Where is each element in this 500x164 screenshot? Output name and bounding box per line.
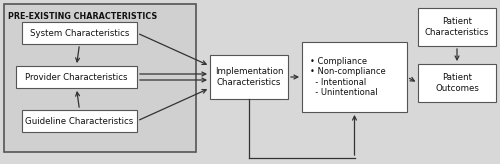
Text: • Compliance
• Non-compliance
  - Intentional
  - Unintentional: • Compliance • Non-compliance - Intentio…	[310, 57, 386, 97]
Text: Patient
Outcomes: Patient Outcomes	[435, 73, 479, 93]
Bar	[418, 8, 496, 46]
Text: System Characteristics: System Characteristics	[30, 29, 129, 38]
Text: Provider Characteristics: Provider Characteristics	[25, 72, 128, 82]
Text: Guideline Characteristics: Guideline Characteristics	[26, 116, 134, 125]
Bar	[16, 66, 137, 88]
Bar	[4, 4, 196, 152]
Bar	[210, 55, 288, 99]
Bar	[302, 42, 407, 112]
Text: Patient
Characteristics: Patient Characteristics	[425, 17, 489, 37]
Text: PRE-EXISTING CHARACTERISTICS: PRE-EXISTING CHARACTERISTICS	[8, 12, 157, 21]
Bar	[22, 110, 137, 132]
Text: Implementation
Characteristics: Implementation Characteristics	[215, 67, 283, 87]
Bar	[22, 22, 137, 44]
Bar	[418, 64, 496, 102]
